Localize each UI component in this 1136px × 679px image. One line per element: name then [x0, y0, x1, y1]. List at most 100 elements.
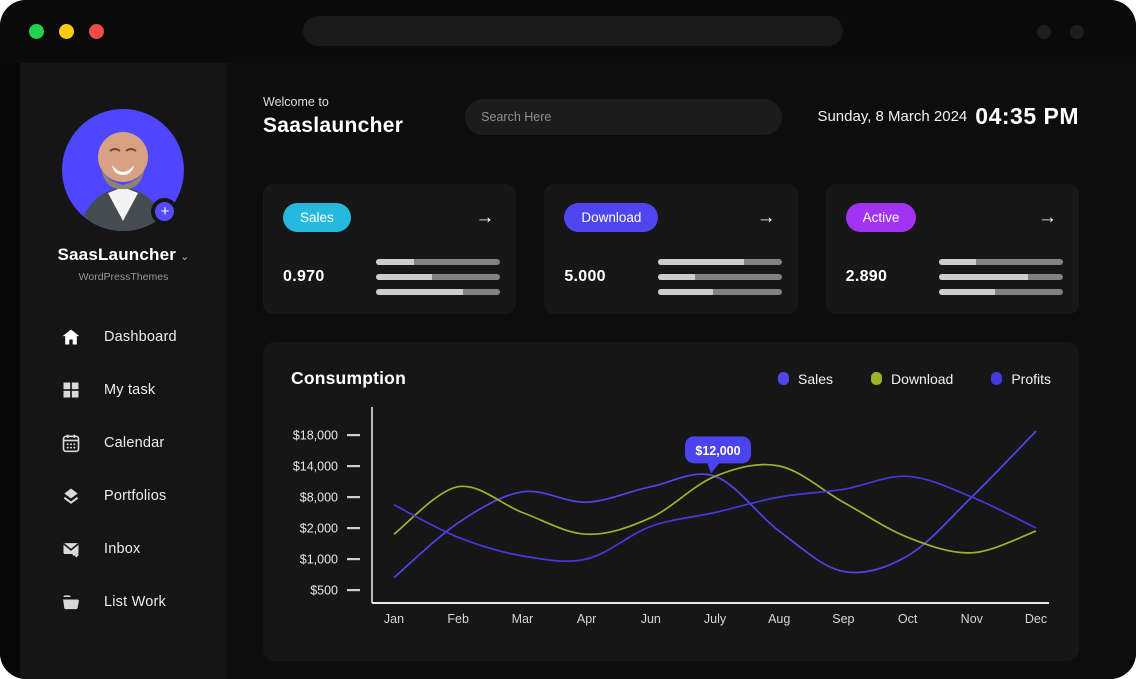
- y-tick-dash: [347, 465, 360, 468]
- window-control-yellow-icon[interactable]: [59, 24, 74, 39]
- chevron-down-icon: ⌄: [180, 251, 190, 263]
- legend-item-sales[interactable]: Sales: [778, 371, 833, 387]
- y-tick-label: $8,000: [300, 491, 338, 505]
- sidebar-item-label: Calendar: [104, 435, 165, 451]
- consumption-chart: $18,000 $14,000 $8,000 $2,000 $1,000 $500 Jan F…: [293, 407, 1049, 626]
- datetime: Sunday, 8 March 2024 04:35 PM: [817, 103, 1079, 130]
- x-tick-label: Sep: [832, 612, 854, 626]
- y-tick-dash: [347, 589, 360, 592]
- chart-line-profits: [393, 475, 1037, 563]
- chart-title: Consumption: [291, 368, 406, 388]
- y-tick-label: $14,000: [293, 460, 338, 474]
- welcome-block: Welcome to Saaslauncher: [263, 95, 403, 138]
- active-progress-bars: [938, 259, 1063, 295]
- sales-card: Sales → 0.970: [263, 184, 517, 314]
- profile-subtitle: WordPressThemes: [78, 271, 169, 283]
- home-icon: [62, 329, 80, 345]
- active-card: Active → 2.890: [825, 184, 1079, 314]
- sidebar-item-list-work[interactable]: List Work: [61, 592, 227, 612]
- x-tick-label: Dec: [1025, 612, 1047, 626]
- search-placeholder: Search Here: [481, 109, 552, 124]
- sidebar-item-label: List Work: [104, 594, 166, 610]
- titlebar-buttons: [1037, 25, 1084, 39]
- y-tick-dash: [347, 527, 360, 530]
- avatar-image: [62, 109, 185, 231]
- window-control-green-icon[interactable]: [29, 24, 44, 39]
- window-controls: [29, 24, 104, 39]
- download-card: Download → 5.000: [544, 184, 798, 314]
- active-badge[interactable]: Active: [845, 203, 917, 232]
- legend-dot-icon: [778, 372, 790, 385]
- sidebar-nav: Dashboard My task Calendar Portfolios In…: [20, 327, 227, 612]
- sidebar-item-calendar[interactable]: Calendar: [61, 433, 227, 453]
- page-header: Welcome to Saaslauncher Search Here Sund…: [263, 95, 1079, 138]
- calendar-icon: [62, 434, 80, 453]
- arrow-right-icon[interactable]: →: [1037, 206, 1057, 228]
- window-control-red-icon[interactable]: [89, 24, 104, 39]
- y-tick-label: $500: [310, 584, 338, 598]
- date-label: Sunday, 8 March 2024: [817, 108, 968, 125]
- legend-item-download[interactable]: Download: [871, 371, 953, 387]
- add-account-button[interactable]: +: [151, 198, 179, 225]
- y-tick-label: $1,000: [300, 553, 338, 567]
- titlebar-profile-icon[interactable]: [1070, 25, 1084, 39]
- profile-block: + SaasLauncher ⌄ WordPressThemes: [57, 109, 189, 283]
- arrow-right-icon[interactable]: →: [475, 206, 495, 228]
- download-badge[interactable]: Download: [564, 203, 659, 232]
- sales-badge[interactable]: Sales: [283, 203, 351, 232]
- legend-item-profits[interactable]: Profits: [991, 371, 1051, 387]
- download-value: 5.000: [564, 268, 606, 285]
- legend-label: Sales: [798, 370, 834, 387]
- chart-legend: Sales Download Profits: [778, 371, 1051, 387]
- address-bar[interactable]: [303, 16, 843, 46]
- progress-bar: [376, 289, 501, 295]
- welcome-label: Welcome to: [263, 95, 329, 109]
- profile-name[interactable]: SaasLauncher ⌄: [57, 245, 189, 265]
- folder-icon: [63, 595, 79, 610]
- chart-line-download: [393, 463, 1037, 554]
- x-tick-label: Aug: [768, 612, 790, 626]
- y-tick-dash: [347, 434, 360, 437]
- x-tick-label: Oct: [898, 612, 918, 626]
- main-content: Welcome to Saaslauncher Search Here Sund…: [227, 63, 1136, 679]
- search-input[interactable]: Search Here: [465, 98, 783, 135]
- arrow-right-icon[interactable]: →: [756, 206, 776, 228]
- sales-value: 0.970: [283, 268, 325, 285]
- active-value: 2.890: [845, 268, 888, 285]
- y-tick-dash: [347, 496, 360, 499]
- chart-tooltip: $12,000: [685, 436, 751, 474]
- progress-bar: [657, 259, 782, 265]
- progress-bar: [938, 274, 1063, 280]
- legend-label: Download: [891, 370, 954, 387]
- titlebar-extension-icon[interactable]: [1037, 25, 1051, 39]
- sidebar: + SaasLauncher ⌄ WordPressThemes Dashboar…: [20, 63, 227, 679]
- legend-dot-icon: [991, 372, 1003, 385]
- sidebar-item-my-task[interactable]: My task: [61, 380, 227, 400]
- download-progress-bars: [657, 259, 782, 295]
- sidebar-item-label: Portfolios: [104, 488, 167, 504]
- x-tick-label: July: [704, 612, 727, 626]
- grid-icon: [63, 382, 79, 398]
- progress-bar: [657, 289, 782, 295]
- sidebar-item-label: Dashboard: [104, 329, 177, 345]
- sidebar-item-inbox[interactable]: Inbox: [61, 539, 227, 559]
- progress-bar: [938, 259, 1063, 265]
- tooltip-value: $12,000: [695, 444, 740, 458]
- progress-bar: [376, 274, 501, 280]
- inbox-icon: [63, 543, 79, 558]
- y-tick-dash: [347, 558, 360, 561]
- y-tick-label: $2,000: [300, 522, 338, 536]
- progress-bar: [376, 259, 501, 265]
- x-tick-label: Feb: [447, 612, 469, 626]
- x-tick-label: Jun: [641, 612, 661, 626]
- sidebar-item-portfolios[interactable]: Portfolios: [61, 486, 227, 506]
- user-avatar[interactable]: +: [62, 109, 185, 231]
- layers-icon: [63, 488, 79, 504]
- sales-progress-bars: [376, 259, 501, 295]
- sidebar-item-dashboard[interactable]: Dashboard: [61, 327, 227, 347]
- x-tick-label: Apr: [577, 612, 596, 626]
- legend-dot-icon: [871, 372, 883, 385]
- x-tick-label: Mar: [512, 612, 534, 626]
- sidebar-item-label: Inbox: [104, 541, 141, 557]
